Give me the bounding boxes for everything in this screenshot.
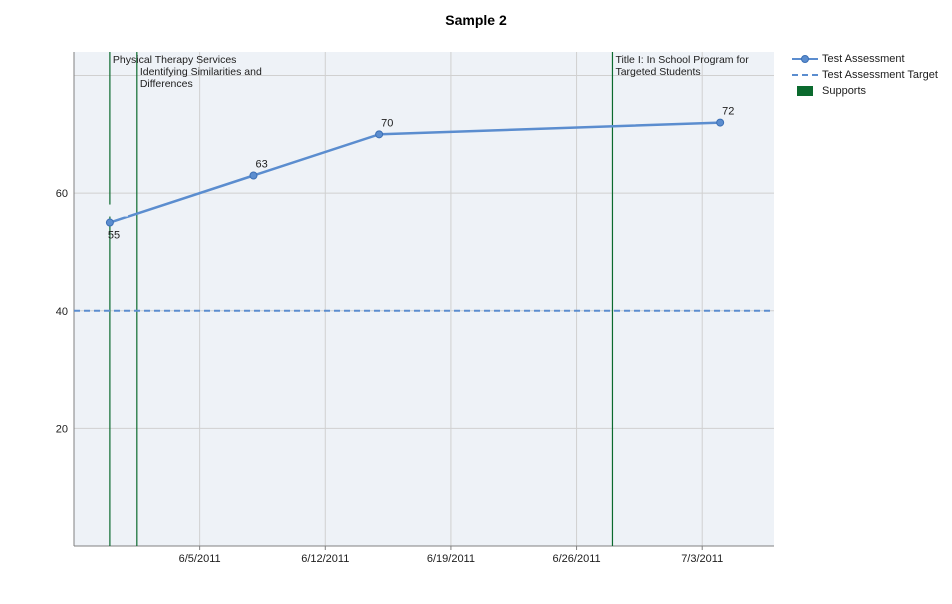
svg-text:6/5/2011: 6/5/2011	[179, 553, 221, 565]
legend-swatch-line	[792, 52, 818, 66]
legend-item-target: Test Assessment Target	[792, 68, 938, 82]
svg-text:6/19/2011: 6/19/2011	[427, 553, 475, 565]
legend-item-assessment: Test Assessment	[792, 52, 938, 66]
svg-text:40: 40	[56, 306, 68, 318]
legend-label: Test Assessment	[822, 53, 905, 65]
legend: Test Assessment Test Assessment Target S…	[792, 52, 938, 100]
legend-label: Supports	[822, 85, 866, 97]
legend-label: Test Assessment Target	[822, 69, 938, 81]
legend-swatch-box	[792, 84, 818, 98]
svg-text:63: 63	[255, 159, 267, 171]
chart-svg: 20 40 60 6/5/2011 6/12/2011 6/19/2011 6/26/201…	[40, 48, 780, 568]
legend-item-supports: Supports	[792, 84, 938, 98]
plot-container: 20 40 60 6/5/2011 6/12/2011 6/19/2011 6/26/201…	[40, 48, 780, 571]
svg-text:55: 55	[108, 230, 120, 242]
chart-title: Sample 2	[0, 0, 952, 48]
svg-text:72: 72	[722, 106, 734, 118]
legend-swatch-dash	[792, 68, 818, 82]
svg-text:7/3/2011: 7/3/2011	[681, 553, 723, 565]
svg-text:6/26/2011: 6/26/2011	[553, 553, 601, 565]
svg-text:6/12/2011: 6/12/2011	[301, 553, 349, 565]
svg-text:20: 20	[56, 423, 68, 435]
svg-text:60: 60	[56, 188, 68, 200]
svg-text:70: 70	[381, 117, 393, 129]
